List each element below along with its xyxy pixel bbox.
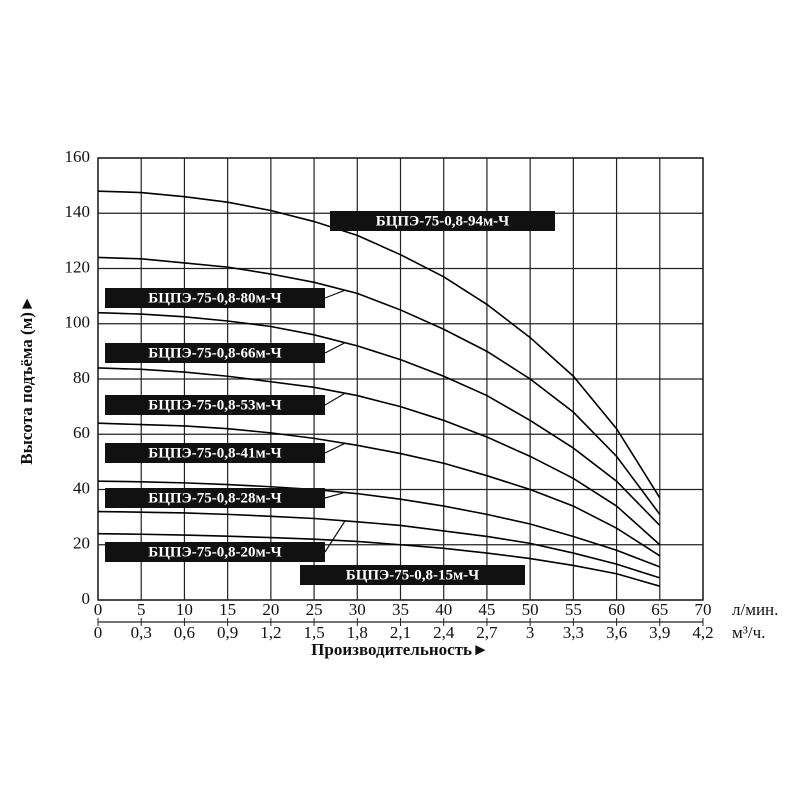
y-tick-label: 40 xyxy=(73,478,90,497)
x2-tick-label: 2,7 xyxy=(476,623,498,642)
leader xyxy=(324,342,346,354)
x-tick-label: 70 xyxy=(695,600,712,619)
leader xyxy=(324,289,346,299)
legend-label: БЦПЭ-75-0,8-53м-Ч xyxy=(148,397,281,413)
legend-label: БЦПЭ-75-0,8-28м-Ч xyxy=(148,490,281,506)
leader xyxy=(324,442,346,454)
legend-box xyxy=(300,565,525,585)
y-tick-label: 120 xyxy=(65,257,91,276)
x2-tick-label: 1,2 xyxy=(260,623,281,642)
x2-tick-label: 2,4 xyxy=(433,623,455,642)
curve xyxy=(97,190,661,499)
curve xyxy=(97,480,661,568)
y-tick-label: 20 xyxy=(73,534,90,553)
x-tick-label: 20 xyxy=(262,600,279,619)
x-tick-label: 30 xyxy=(349,600,366,619)
x-tick-label: 0 xyxy=(94,600,103,619)
legend-box xyxy=(105,395,325,415)
x-axis-title: Производительность► xyxy=(311,640,489,659)
legend-box xyxy=(105,343,325,363)
y-axis-title: Высота подъёма (м)► xyxy=(17,295,36,465)
legend-box xyxy=(105,288,325,308)
x-tick-label: 50 xyxy=(522,600,539,619)
x2-tick-label: 0,9 xyxy=(217,623,238,642)
x-tick-label: 15 xyxy=(219,600,236,619)
x-tick-label: 40 xyxy=(435,600,452,619)
y-tick-label: 140 xyxy=(65,202,91,221)
leader xyxy=(324,392,346,406)
x2-tick-label: 4,2 xyxy=(692,623,713,642)
x-tick-label: 65 xyxy=(651,600,668,619)
x2-unit: м³/ч. xyxy=(732,623,765,642)
x-tick-label: 25 xyxy=(306,600,323,619)
x2-tick-label: 3,6 xyxy=(606,623,627,642)
x2-tick-label: 2,1 xyxy=(390,623,411,642)
curve xyxy=(97,256,661,515)
x2-tick-label: 0,3 xyxy=(131,623,152,642)
x-tick-label: 10 xyxy=(176,600,193,619)
x-tick-label: 55 xyxy=(565,600,582,619)
legend-box xyxy=(105,488,325,508)
x2-tick-label: 1,5 xyxy=(303,623,324,642)
x-unit: л/мин. xyxy=(732,600,778,619)
y-tick-label: 60 xyxy=(73,423,90,442)
plot-frame xyxy=(97,157,704,601)
legend-label: БЦПЭ-75-0,8-66м-Ч xyxy=(148,345,281,361)
legend-box xyxy=(105,443,325,463)
y-tick-label: 0 xyxy=(82,589,91,608)
legend-box xyxy=(330,211,555,231)
x-tick-label: 60 xyxy=(608,600,625,619)
legend-label: БЦПЭ-75-0,8-94м-Ч xyxy=(376,213,509,229)
curve xyxy=(97,367,661,546)
curve xyxy=(97,532,661,587)
legend-label: БЦПЭ-75-0,8-20м-Ч xyxy=(148,544,281,560)
x-tick-label: 45 xyxy=(478,600,495,619)
x2-tick-label: 3 xyxy=(526,623,535,642)
legend-label: БЦПЭ-75-0,8-41м-Ч xyxy=(148,445,281,461)
curve xyxy=(97,422,661,557)
x-tick-label: 35 xyxy=(392,600,409,619)
y-tick-label: 160 xyxy=(65,147,91,166)
legend-label: БЦПЭ-75-0,8-80м-Ч xyxy=(148,290,281,306)
leader xyxy=(324,520,346,553)
y-tick-label: 80 xyxy=(73,368,90,387)
y-tick-label: 100 xyxy=(65,313,91,332)
legend-label: БЦПЭ-75-0,8-15м-Ч xyxy=(346,567,479,583)
x-tick-label: 5 xyxy=(137,600,146,619)
x2-tick-label: 3,9 xyxy=(649,623,670,642)
leader xyxy=(324,491,346,499)
x2-tick-label: 1,8 xyxy=(347,623,368,642)
x2-tick-label: 3,3 xyxy=(563,623,584,642)
x2-tick-label: 0 xyxy=(94,623,103,642)
legend-box xyxy=(105,542,325,562)
x2-tick-label: 0,6 xyxy=(174,623,195,642)
curve xyxy=(97,510,661,579)
curve xyxy=(97,311,661,526)
